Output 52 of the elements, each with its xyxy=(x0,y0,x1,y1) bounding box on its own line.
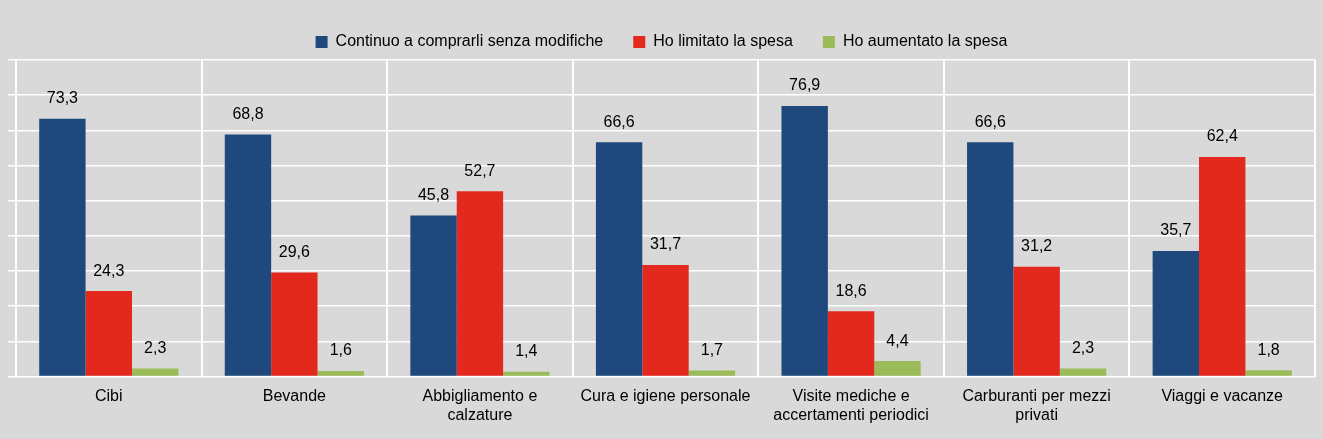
bar xyxy=(1199,157,1246,376)
bar xyxy=(271,272,318,376)
x-tick-label: Cibi xyxy=(95,386,123,404)
data-label: 31,7 xyxy=(649,235,682,253)
data-label: 73,3 xyxy=(46,89,79,107)
bar xyxy=(224,134,272,376)
bar xyxy=(456,191,504,376)
bar xyxy=(1245,370,1292,376)
bar xyxy=(967,142,1014,376)
data-label: 76,9 xyxy=(789,76,821,94)
data-label: 1,6 xyxy=(329,341,352,359)
legend-label: Continuo a comprarli senza modifiche xyxy=(335,32,604,50)
bar xyxy=(827,311,875,376)
bar xyxy=(85,291,132,376)
x-tick-label: Viaggi e vacanze xyxy=(1161,386,1284,404)
bar xyxy=(642,265,689,376)
bar xyxy=(39,118,86,376)
data-label: 66,6 xyxy=(974,112,1006,130)
bar xyxy=(317,370,364,376)
bar xyxy=(688,370,736,376)
data-label: 31,2 xyxy=(1021,237,1053,255)
data-label: 52,7 xyxy=(464,161,496,179)
data-label: 45,8 xyxy=(417,185,450,203)
data-label: 4,4 xyxy=(886,331,909,349)
data-label: 62,4 xyxy=(1206,127,1238,145)
bar xyxy=(410,215,457,376)
data-label: 29,6 xyxy=(278,242,311,260)
bar xyxy=(1013,266,1060,376)
data-label: 1,4 xyxy=(515,342,538,360)
data-label: 2,3 xyxy=(144,338,167,356)
x-tick-label: Abbigliamento e calzature xyxy=(422,386,538,423)
bar xyxy=(131,368,179,376)
x-tick-label: Cura e igiene personale xyxy=(580,386,751,404)
legend-label: Ho aumentato la spesa xyxy=(842,32,1008,50)
x-tick-label: Bevande xyxy=(262,386,327,404)
bar xyxy=(1152,251,1200,376)
bar xyxy=(503,371,550,376)
x-tick-label: Carburanti per mezzi privati xyxy=(962,386,1111,423)
data-label: 2,3 xyxy=(1071,338,1095,356)
bar xyxy=(595,142,643,376)
data-label: 68,8 xyxy=(232,104,264,122)
bar xyxy=(874,361,921,376)
data-label: 66,6 xyxy=(603,112,635,130)
data-label: 1,7 xyxy=(700,341,724,359)
data-label: 1,8 xyxy=(1257,340,1280,358)
data-label: 18,6 xyxy=(835,281,867,299)
bar xyxy=(781,106,828,376)
data-label: 35,7 xyxy=(1160,221,1192,239)
x-tick-label: Visite mediche e accertamenti periodici xyxy=(773,386,929,423)
legend-label: Ho limitato la spesa xyxy=(653,32,793,50)
bar xyxy=(1059,368,1107,376)
data-label: 24,3 xyxy=(93,261,125,279)
